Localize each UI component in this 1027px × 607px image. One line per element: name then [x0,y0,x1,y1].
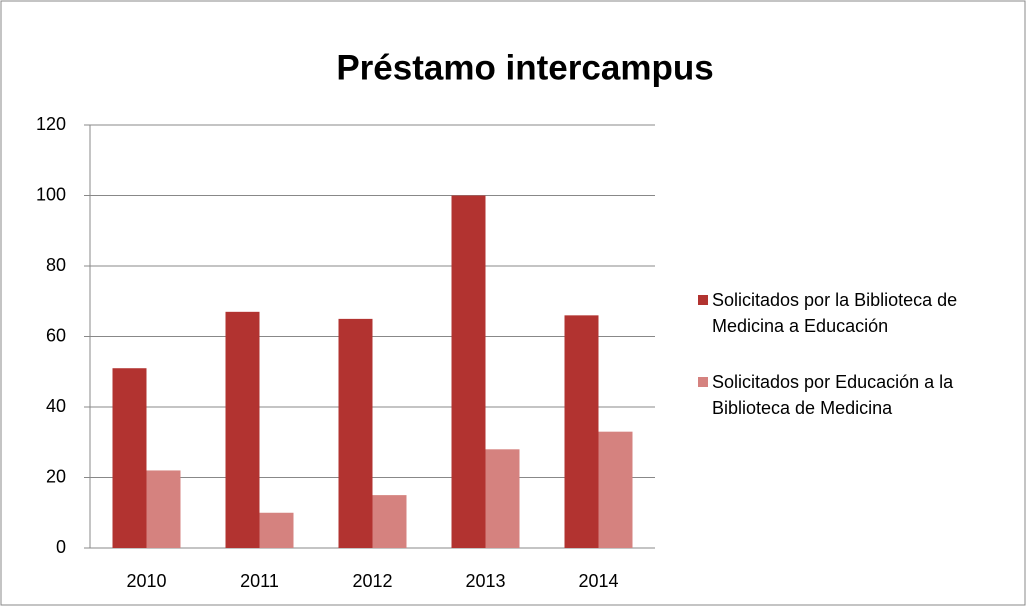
y-tick-label: 80 [46,255,66,275]
y-tick-label: 20 [46,466,66,486]
bar [598,431,633,548]
y-tick-label: 60 [46,325,66,345]
legend-swatch [698,377,708,387]
x-tick-label: 2011 [240,571,279,591]
bar [564,315,599,548]
bar [451,195,486,548]
bar [485,449,520,548]
bar [338,318,373,548]
y-tick-label: 40 [46,396,66,416]
y-tick-label: 100 [36,184,66,204]
legend-swatch [698,295,708,305]
bar [225,311,260,548]
y-tick-label: 120 [36,114,66,134]
bar [259,512,294,548]
bar [372,495,407,548]
bar [146,470,181,548]
y-tick-label: 0 [56,537,66,557]
legend-label: Solicitados por Educación a la Bibliotec… [712,372,954,418]
x-tick-label: 2013 [465,571,505,591]
x-tick-label: 2014 [578,571,618,591]
chart-title: Préstamo intercampus [336,48,713,87]
legend-label: Solicitados por la Biblioteca de Medicin… [712,290,958,336]
x-tick-label: 2010 [126,571,166,591]
bar [112,368,147,548]
x-tick-label: 2012 [352,571,392,591]
